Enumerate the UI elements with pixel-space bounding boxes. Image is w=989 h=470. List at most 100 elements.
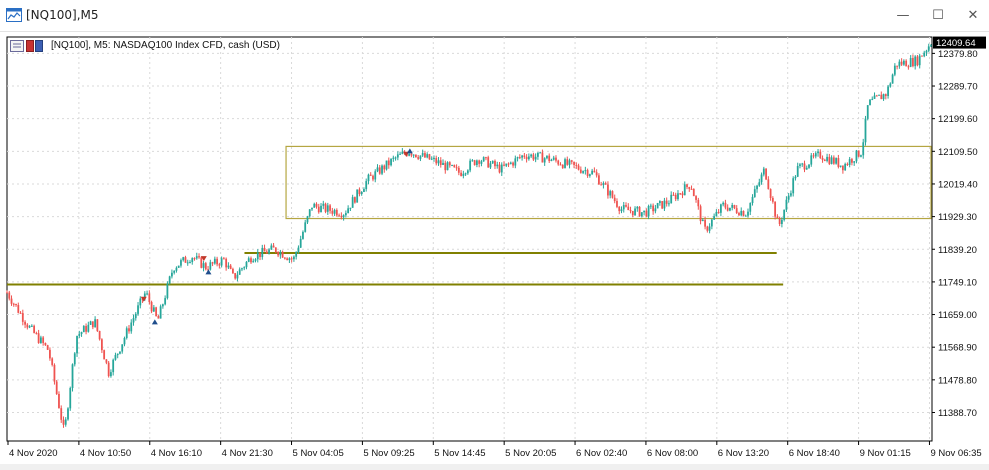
candle-body	[609, 191, 612, 196]
close-button[interactable]: ✕	[961, 6, 985, 26]
plot-frame	[6, 36, 933, 442]
candle-body	[166, 283, 169, 299]
candle-body	[561, 164, 564, 168]
candle-body	[927, 46, 930, 51]
candle-body	[37, 333, 40, 343]
candle-body	[119, 351, 121, 354]
candle-body	[134, 313, 137, 319]
candle-body	[252, 260, 255, 263]
candle-body	[466, 170, 469, 174]
candle-body	[771, 197, 774, 202]
candle-body	[238, 269, 241, 275]
candle-body	[814, 153, 817, 157]
candle-body	[58, 394, 60, 409]
candle-body	[514, 158, 517, 166]
candle-body	[672, 194, 675, 196]
candle-body	[171, 272, 173, 277]
candle-body	[290, 258, 293, 260]
candle-body	[216, 258, 219, 265]
candle-body	[428, 154, 431, 160]
candle-body	[132, 318, 135, 323]
candle-body	[570, 160, 573, 162]
y-tick-label: 11929.30	[938, 212, 977, 223]
candle-body	[756, 185, 758, 190]
candle-body	[810, 155, 813, 165]
candle-body	[645, 210, 648, 217]
candle-body	[320, 205, 322, 213]
candle-body	[916, 56, 919, 66]
candle-body	[46, 345, 49, 350]
candle-body	[618, 206, 621, 212]
candle-body	[512, 162, 514, 166]
candle-body	[241, 268, 243, 270]
candle-body	[342, 215, 345, 218]
candle-body	[394, 157, 397, 159]
candle-body	[509, 162, 512, 164]
candle-body	[42, 337, 45, 343]
candle-body	[500, 164, 503, 173]
candle-body	[410, 153, 413, 156]
candle-body	[485, 157, 487, 159]
candle-body	[769, 189, 772, 198]
candle-body	[498, 164, 501, 173]
candle-body	[573, 161, 575, 165]
candle-body	[10, 298, 13, 304]
minimize-button[interactable]: —	[891, 6, 915, 26]
candle-body	[767, 179, 770, 190]
buy-arrow-icon	[406, 148, 413, 154]
sell-arrow-icon	[140, 296, 147, 302]
x-tick-label: 6 Nov 13:20	[718, 448, 769, 459]
candle-body	[471, 160, 474, 162]
y-tick-label: 12019.40	[938, 179, 978, 190]
candle-body	[234, 273, 237, 279]
x-tick-label: 9 Nov 06:35	[930, 448, 981, 459]
candle-body	[91, 321, 94, 328]
candle-body	[213, 258, 216, 264]
candle-body	[396, 154, 399, 158]
candle-body	[243, 267, 246, 269]
candles-group	[6, 43, 932, 428]
candle-body	[692, 188, 695, 197]
candle-body	[677, 193, 679, 200]
window-title: [NQ100],M5	[26, 8, 99, 22]
candle-body	[591, 170, 594, 175]
candle-body	[828, 156, 831, 164]
buy-arrow-icon	[205, 269, 212, 275]
candle-body	[73, 353, 76, 365]
candle-body	[713, 216, 716, 220]
candle-body	[491, 160, 494, 164]
candle-body	[740, 210, 743, 216]
candle-body	[322, 203, 325, 206]
candle-body	[259, 252, 261, 258]
chart-area[interactable]: 12379.80 12289.70 12199.60 12109.50 12019.40…	[5, 35, 988, 463]
candle-body	[356, 189, 359, 203]
candle-body	[762, 168, 765, 175]
candle-body	[724, 202, 727, 208]
candle-body	[202, 263, 205, 268]
candle-body	[177, 265, 180, 268]
candle-body	[658, 201, 661, 204]
candle-body	[96, 319, 99, 331]
candle-body	[525, 156, 528, 160]
candle-body	[67, 408, 69, 420]
candle-body	[105, 359, 108, 363]
price-chart[interactable]: 12379.80 12289.70 12199.60 12109.50 12019.40…	[5, 35, 988, 463]
candle-body	[114, 355, 117, 360]
candle-body	[247, 258, 250, 262]
candle-body	[324, 203, 327, 212]
candle-body	[173, 270, 176, 273]
window-titlebar: [NQ100],M5 — ☐ ✕	[0, 0, 989, 32]
candle-body	[279, 251, 282, 256]
candle-body	[738, 212, 740, 216]
candle-body	[473, 160, 476, 166]
candle-body	[835, 158, 838, 164]
candle-body	[697, 199, 700, 207]
candle-body	[900, 61, 903, 65]
candle-body	[125, 328, 128, 338]
maximize-button[interactable]: ☐	[926, 6, 950, 26]
candle-body	[555, 157, 557, 161]
candle-body	[801, 163, 804, 165]
candle-body	[487, 157, 490, 168]
candle-body	[184, 257, 187, 263]
candle-body	[200, 257, 203, 268]
